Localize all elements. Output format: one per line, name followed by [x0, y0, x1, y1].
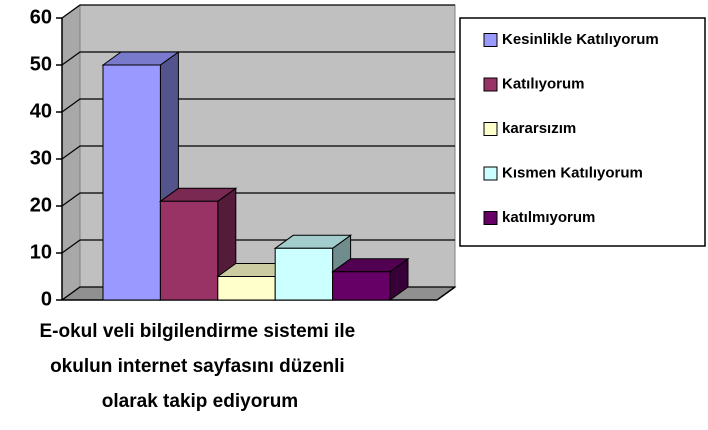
- bar-front: [102, 64, 161, 301]
- bar-front: [159, 200, 219, 301]
- bar: [331, 257, 410, 301]
- grid-line: [61, 51, 455, 66]
- legend-label: Kesinlikle Katılıyorum: [502, 31, 659, 48]
- bar-front: [217, 276, 276, 301]
- legend-label: katılmıyorum: [502, 209, 595, 226]
- grid-line: [61, 98, 455, 113]
- legend-label: Kısmen Katılıyorum: [502, 164, 643, 181]
- bar: [158, 187, 238, 301]
- legend-swatch: [483, 122, 498, 136]
- legend-swatch: [483, 166, 498, 181]
- grid-line: [61, 192, 455, 207]
- grid-line: [61, 4, 455, 19]
- y-tick-label: 40: [30, 100, 52, 122]
- legend-label: Katılıyorum: [502, 75, 585, 92]
- legend-swatch: [483, 77, 498, 92]
- y-tick-label: 0: [41, 288, 52, 310]
- legend-swatch: [483, 33, 498, 47]
- y-tick-label: 20: [30, 194, 52, 216]
- legend-box: [459, 17, 706, 247]
- bar-front: [274, 247, 334, 301]
- axis-end: [436, 286, 456, 301]
- x-category-label: E-okul veli bilgilendirme sistemi ile ok…: [40, 321, 361, 412]
- grid-line: [61, 145, 455, 160]
- y-tick-label: 10: [30, 241, 52, 263]
- legend-label: kararsızım: [502, 120, 576, 137]
- y-tick-label: 50: [30, 53, 52, 75]
- bar-front: [332, 271, 391, 301]
- y-tick-label: 60: [30, 6, 52, 28]
- legend-swatch: [483, 211, 498, 225]
- y-tick-label: 30: [30, 147, 52, 169]
